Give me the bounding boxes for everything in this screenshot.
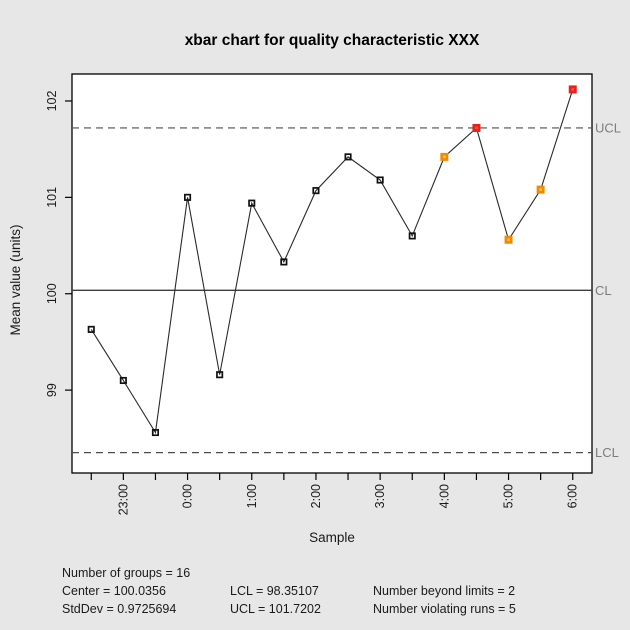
x-tick-label: 1:00 bbox=[245, 484, 259, 508]
data-point bbox=[248, 199, 256, 207]
plot-area bbox=[71, 73, 593, 474]
stat-lcl: LCL = 98.35107 bbox=[230, 584, 319, 598]
stat-beyond-limits: Number beyond limits = 2 bbox=[373, 584, 515, 598]
x-tick-label: 5:00 bbox=[502, 484, 516, 508]
stat-number-of-groups: Number of groups = 16 bbox=[62, 566, 190, 580]
y-tick-label: 99 bbox=[45, 383, 59, 397]
data-point bbox=[312, 187, 320, 195]
data-point bbox=[408, 232, 416, 240]
stat-violating-runs: Number violating runs = 5 bbox=[373, 602, 516, 616]
data-point bbox=[344, 153, 352, 161]
lcl-line-label: LCL bbox=[595, 445, 619, 460]
series-line bbox=[90, 89, 574, 435]
data-point bbox=[151, 428, 160, 437]
data-point bbox=[87, 325, 95, 333]
stat-stddev: StdDev = 0.9725694 bbox=[62, 602, 176, 616]
data-point bbox=[216, 371, 224, 379]
data-point-center bbox=[539, 188, 542, 191]
y-axis-label: Mean value (units) bbox=[8, 224, 23, 335]
data-point bbox=[119, 376, 127, 385]
stats-block: Number of groups = 16 Center = 100.0356 … bbox=[62, 566, 516, 616]
x-tick-label: 2:00 bbox=[309, 484, 323, 508]
x-tick-label: 0:00 bbox=[181, 484, 195, 508]
data-point-center bbox=[443, 155, 446, 159]
x-axis-label: Sample bbox=[309, 530, 355, 545]
data-point-center bbox=[571, 88, 575, 91]
y-tick-label: 100 bbox=[45, 283, 59, 304]
x-tick-label: 3:00 bbox=[373, 484, 387, 508]
chart-title: xbar chart for quality characteristic XX… bbox=[185, 32, 480, 49]
stat-center: Center = 100.0356 bbox=[62, 584, 166, 598]
data-point bbox=[376, 176, 384, 184]
data-point bbox=[184, 193, 192, 201]
y-tick-label: 102 bbox=[45, 91, 59, 112]
x-tick-label: 4:00 bbox=[437, 484, 451, 508]
x-tick-label: 6:00 bbox=[566, 484, 580, 508]
x-tick-label: 23:00 bbox=[116, 484, 130, 515]
plot-contents: 99 100 101 102 23:00 0:00 1:00 2:00 3:00 4:00 5:00… bbox=[45, 85, 592, 515]
data-point-center bbox=[475, 126, 478, 130]
stat-ucl: UCL = 101.7202 bbox=[230, 602, 321, 616]
cl-line-label: CL bbox=[595, 283, 612, 298]
data-point bbox=[280, 258, 288, 266]
y-tick-label: 101 bbox=[45, 187, 59, 208]
ucl-line-label: UCL bbox=[595, 121, 621, 136]
data-point-center bbox=[507, 238, 510, 242]
